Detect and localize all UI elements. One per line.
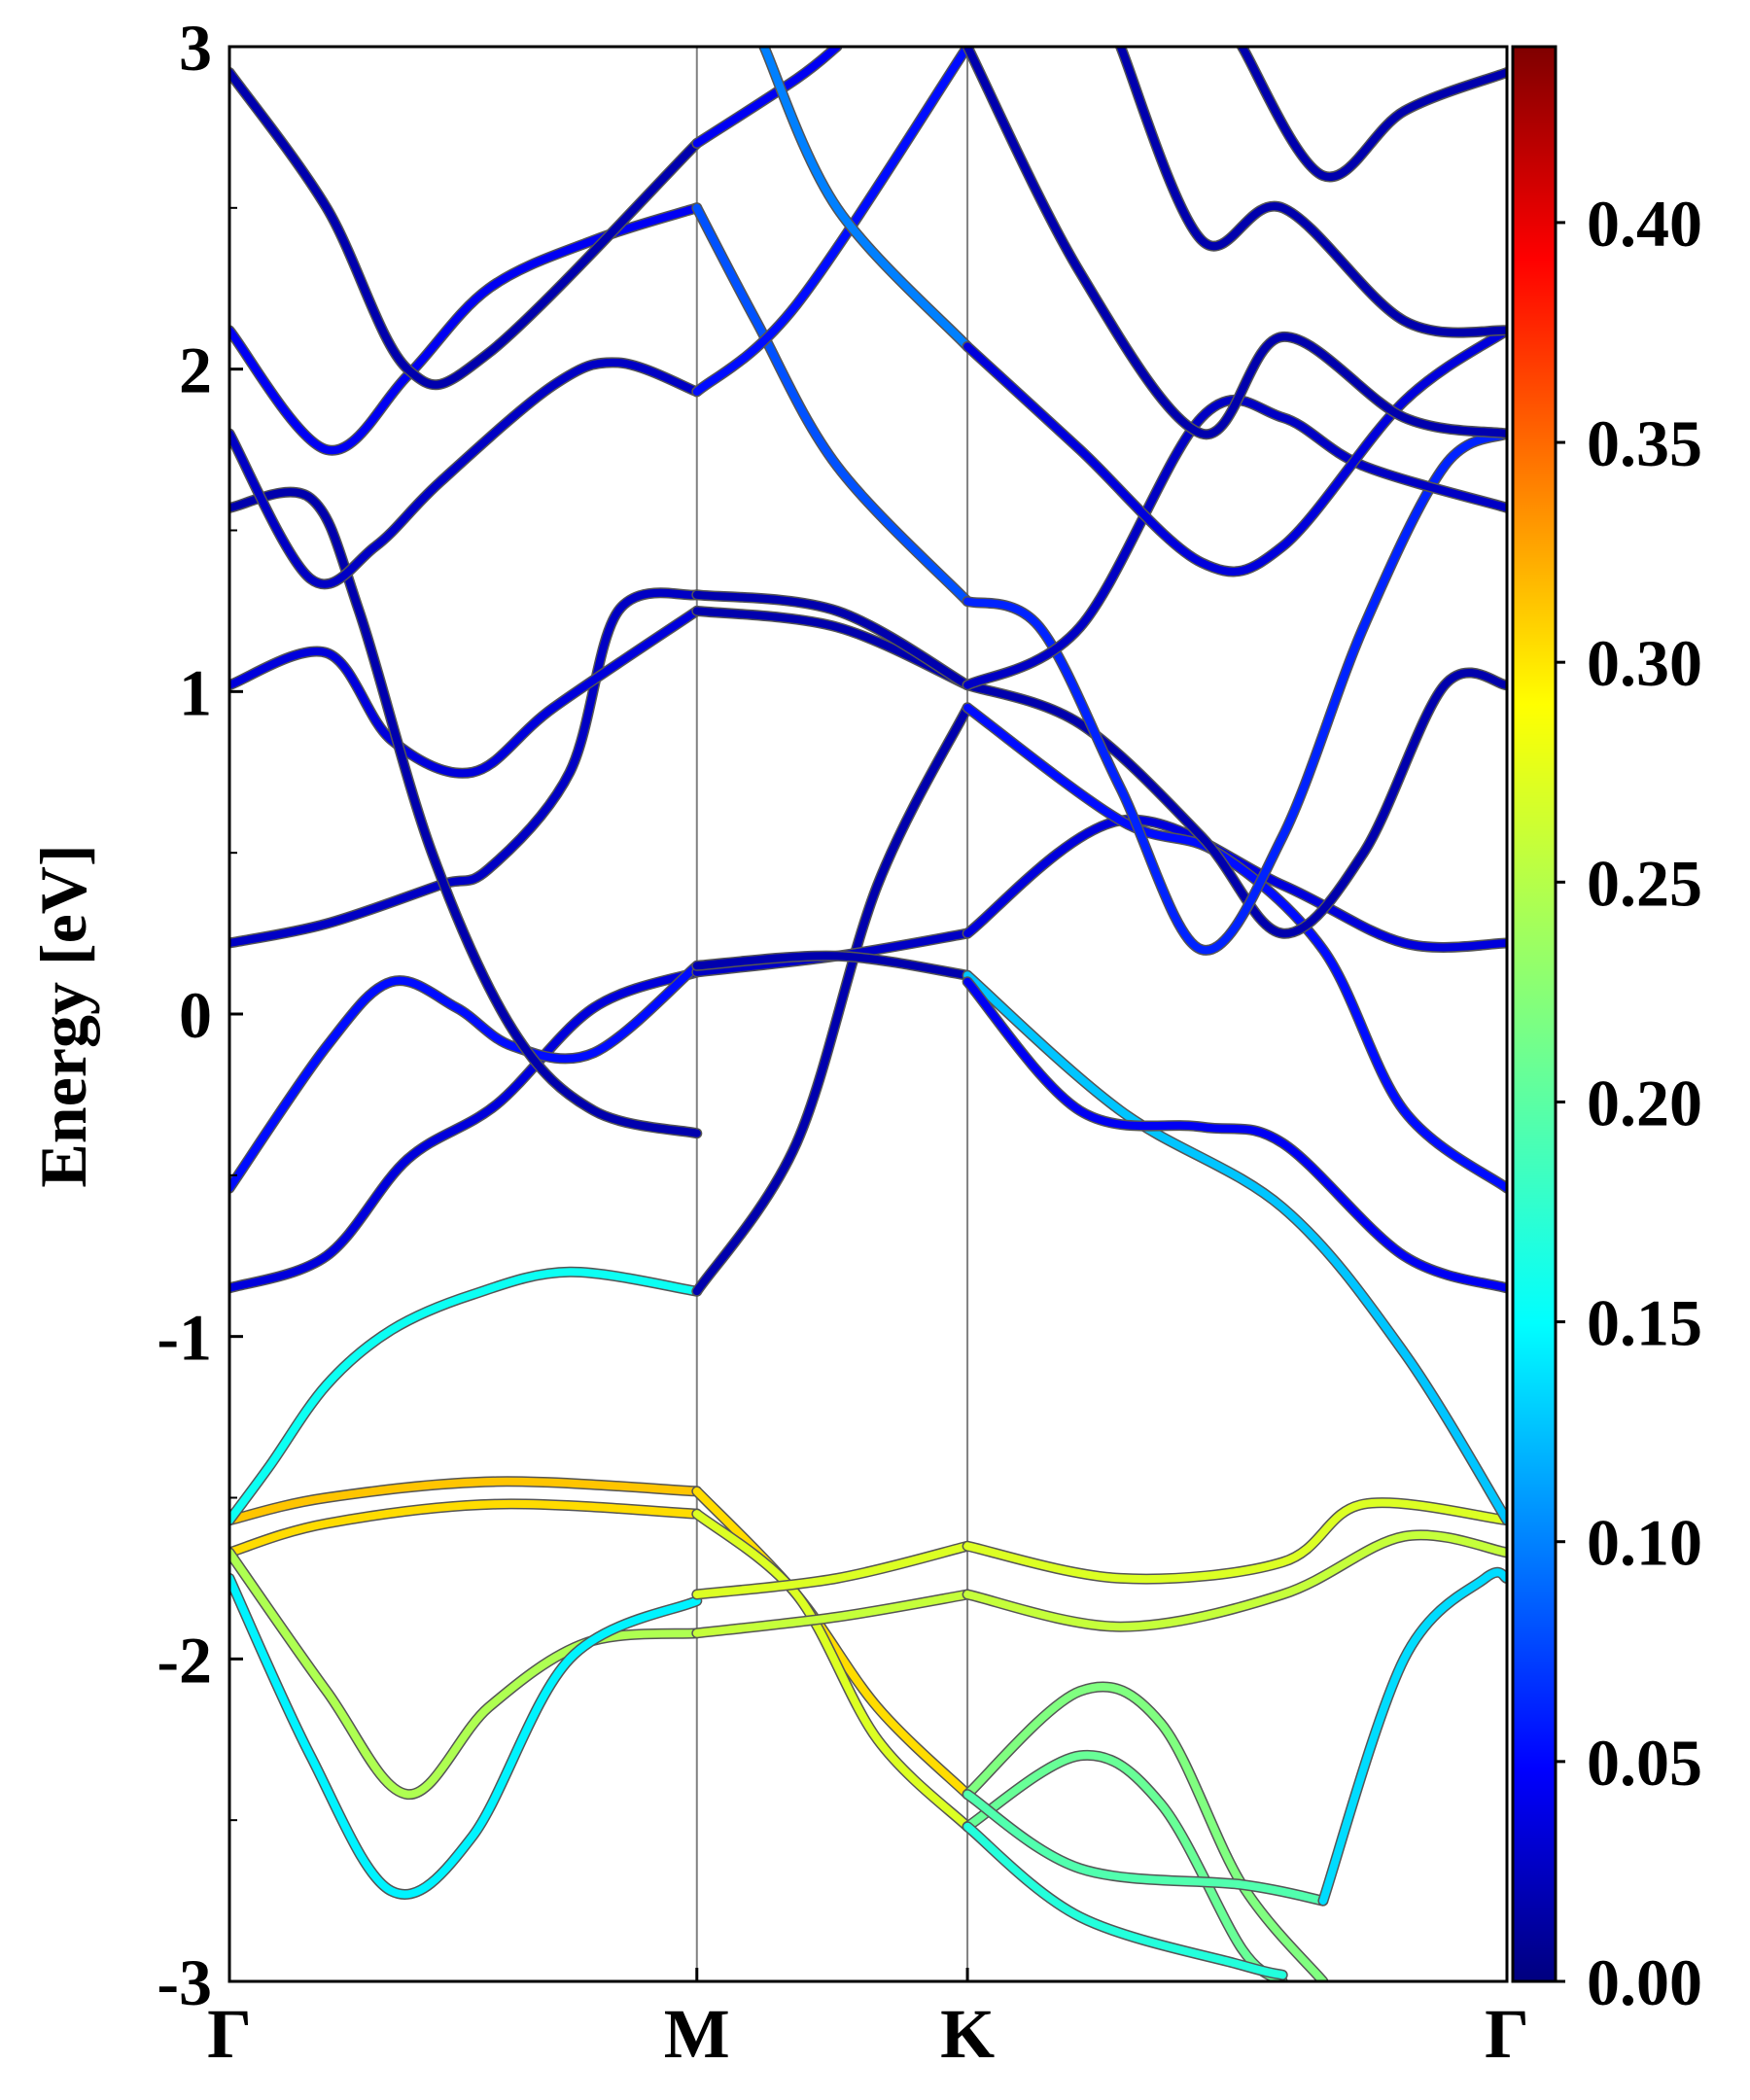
band-line-36 (963, 703, 1507, 1193)
band-lines (229, 47, 1507, 1981)
band-line-1 (229, 1499, 701, 1557)
colorbar-tick-label: 0.35 (1587, 406, 1702, 480)
band-line-9 (229, 488, 701, 1138)
colorbar-axis: 0.00 0.05 0.10 0.15 0.20 0.25 0.30 0.35 0.40 (1556, 187, 1702, 2019)
band-line-3 (229, 1548, 701, 1799)
band-line-6 (229, 962, 701, 1193)
band-line-43 (1238, 47, 1507, 181)
y-tick-label: -2 (157, 1623, 212, 1697)
y-tick-label: 1 (179, 655, 212, 729)
band-line-28 (963, 1682, 1327, 1981)
band-line-19 (692, 952, 972, 980)
y-axis: 3 2 1 0 -1 -2 -3 (157, 11, 243, 2019)
band-outline-31 (962, 1821, 1288, 1980)
colorbar-tick-label: 0.25 (1587, 846, 1702, 920)
y-tick-label: -1 (157, 1301, 212, 1375)
band-line-10 (229, 358, 701, 588)
band-outline-6 (229, 960, 703, 1194)
band-line-12 (229, 68, 701, 389)
colorbar-tick-label: 0.30 (1587, 626, 1702, 700)
band-line-20 (692, 607, 972, 689)
band-outline-40 (962, 325, 1507, 578)
band-line-23 (692, 47, 972, 396)
colorbar-tick-label: 0.40 (1587, 187, 1702, 261)
band-line-35 (963, 977, 1507, 1292)
band-line-8 (229, 607, 701, 778)
y-tick-label: 3 (179, 11, 212, 85)
band-outline-43 (1237, 47, 1507, 183)
y-axis-title: Energy [eV] (26, 844, 100, 1187)
band-line-14 (692, 1510, 972, 1831)
band-line-32 (1318, 1568, 1507, 1906)
band-line-38 (963, 430, 1507, 955)
band-outline-33 (962, 969, 1507, 1526)
band-line-16 (692, 1591, 972, 1637)
colorbar-tick-label: 0.15 (1587, 1286, 1702, 1360)
colorbar-tick-label: 0.10 (1587, 1506, 1702, 1580)
band-outline-8 (229, 605, 703, 779)
band-line-21 (692, 590, 972, 689)
x-tick-label: M (664, 1995, 730, 2073)
colorbar-tick-label: 0.00 (1587, 1945, 1702, 2019)
band-outline-38 (962, 428, 1507, 956)
y-tick-label: 0 (179, 978, 212, 1052)
band-line-33 (963, 971, 1507, 1524)
band-line-41 (963, 47, 1507, 438)
band-line-0 (229, 1477, 701, 1524)
band-outline-22 (691, 202, 973, 607)
band-outline-30 (962, 1789, 1329, 1907)
band-line-25 (759, 47, 972, 351)
x-tick-label: Γ (1485, 1995, 1529, 2073)
band-line-40 (963, 326, 1507, 576)
x-tick-label: K (940, 1995, 995, 2073)
y-tick-label: -3 (157, 1945, 212, 2019)
band-line-4 (229, 1574, 701, 1899)
band-line-17 (692, 703, 972, 1296)
band-line-15 (692, 1542, 972, 1598)
kpoint-divider-lines (695, 47, 969, 1981)
band-line-29 (963, 1751, 1287, 1981)
band-line-13 (692, 1487, 972, 1799)
band-line-30 (963, 1790, 1327, 1906)
colorbar-tick-label: 0.20 (1587, 1066, 1702, 1139)
band-outline-17 (691, 702, 973, 1297)
band-outline-5 (229, 966, 703, 1294)
band-outline-3 (229, 1547, 703, 1801)
band-line-11 (229, 203, 701, 455)
band-line-27 (963, 1530, 1507, 1631)
band-line-2 (229, 1268, 701, 1524)
band-line-39 (963, 396, 1507, 689)
y-tick-label: 2 (179, 333, 212, 407)
band-outline-32 (1317, 1566, 1507, 1907)
band-line-24 (692, 47, 841, 148)
band-line-26 (963, 1498, 1507, 1584)
band-line-42 (1116, 47, 1507, 337)
band-line-5 (229, 967, 701, 1292)
colorbar-gradient (1511, 45, 1558, 1983)
band-line-31 (963, 1822, 1287, 1979)
band-outline-23 (691, 47, 973, 398)
band-outline-11 (229, 202, 703, 456)
band-outline-10 (229, 357, 703, 590)
band-line-7 (229, 588, 701, 947)
band-line-37 (963, 669, 1507, 938)
colorbar-tick-label: 0.05 (1587, 1726, 1702, 1800)
band-line-22 (692, 203, 972, 606)
x-tick-label: Γ (207, 1995, 252, 2073)
